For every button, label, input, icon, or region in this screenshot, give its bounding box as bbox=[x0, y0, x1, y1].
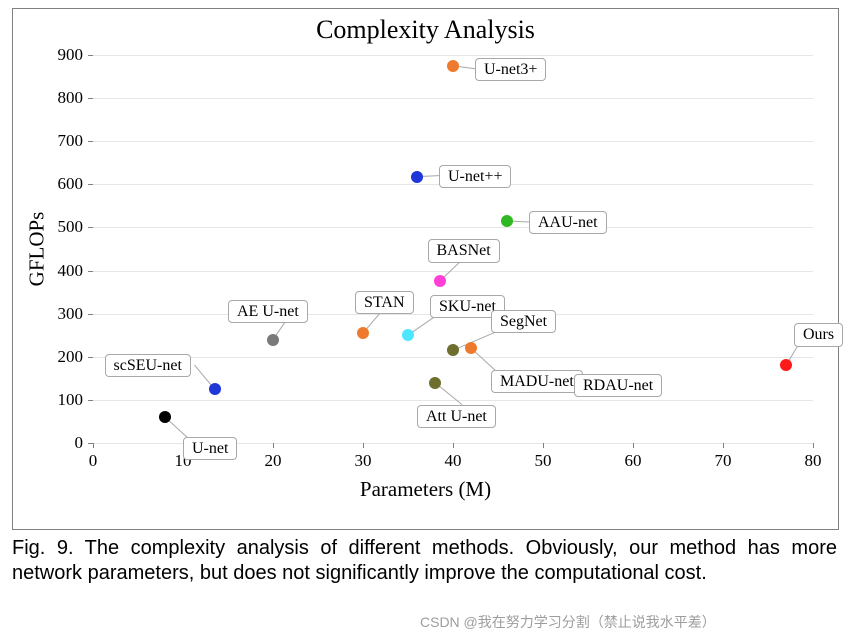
y-tick-label: 300 bbox=[58, 304, 84, 324]
data-label: AAU-net bbox=[529, 211, 607, 234]
plot-area: U-netscSEU-netAE U-netU-net++U-net3+STAN… bbox=[93, 55, 813, 443]
data-point bbox=[429, 377, 441, 389]
x-tick-label: 70 bbox=[715, 451, 732, 471]
y-tick-label: 600 bbox=[58, 174, 84, 194]
x-tick-mark bbox=[273, 443, 274, 448]
y-tick-label: 500 bbox=[58, 217, 84, 237]
grid-line bbox=[93, 271, 813, 272]
data-label: Att U-net bbox=[417, 405, 496, 428]
figure-caption: Fig. 9. The complexity analysis of diffe… bbox=[12, 536, 837, 586]
data-label: SegNet bbox=[491, 310, 556, 333]
data-point bbox=[447, 60, 459, 72]
y-tick-mark bbox=[88, 141, 93, 142]
data-point bbox=[434, 275, 446, 287]
x-tick-label: 60 bbox=[625, 451, 642, 471]
y-tick-mark bbox=[88, 357, 93, 358]
data-point bbox=[267, 334, 279, 346]
grid-line bbox=[93, 98, 813, 99]
y-tick-mark bbox=[88, 184, 93, 185]
x-tick-label: 30 bbox=[355, 451, 372, 471]
grid-line bbox=[93, 141, 813, 142]
data-label: MADU-net bbox=[491, 370, 583, 393]
figure: Complexity Analysis U-net scSEU-net AE U-n… bbox=[0, 0, 849, 586]
grid-line bbox=[93, 357, 813, 358]
data-point bbox=[357, 327, 369, 339]
y-tick-label: 200 bbox=[58, 347, 84, 367]
data-label: AE U-net bbox=[228, 300, 308, 323]
y-tick-label: 0 bbox=[75, 433, 84, 453]
csdn-watermark: CSDN @我在努力学习分割（禁止说我水平差） bbox=[420, 612, 716, 632]
y-tick-mark bbox=[88, 55, 93, 56]
y-tick-label: 700 bbox=[58, 131, 84, 151]
x-tick-label: 20 bbox=[265, 451, 282, 471]
data-label: Ours bbox=[794, 323, 843, 346]
y-tick-label: 900 bbox=[58, 45, 84, 65]
data-point bbox=[411, 171, 423, 183]
complexity-chart: Complexity Analysis U-net scSEU-net AE U-n… bbox=[12, 8, 839, 530]
data-label: U-net bbox=[183, 437, 237, 460]
x-tick-mark bbox=[633, 443, 634, 448]
grid-line bbox=[93, 55, 813, 56]
grid-line bbox=[93, 400, 813, 401]
data-point bbox=[501, 215, 513, 227]
x-tick-mark bbox=[363, 443, 364, 448]
data-point bbox=[780, 359, 792, 371]
y-tick-mark bbox=[88, 400, 93, 401]
y-tick-label: 800 bbox=[58, 88, 84, 108]
grid-line bbox=[93, 227, 813, 228]
y-tick-mark bbox=[88, 98, 93, 99]
data-label: U-net3+ bbox=[475, 58, 546, 81]
data-label: scSEU-net bbox=[105, 354, 191, 377]
x-tick-label: 0 bbox=[89, 451, 98, 471]
x-tick-mark bbox=[723, 443, 724, 448]
y-axis-label: GFLOPs bbox=[25, 212, 50, 287]
y-tick-mark bbox=[88, 314, 93, 315]
x-axis-label: Parameters (M) bbox=[360, 477, 491, 502]
x-tick-mark bbox=[93, 443, 94, 448]
x-tick-label: 40 bbox=[445, 451, 462, 471]
data-point bbox=[159, 411, 171, 423]
x-tick-mark bbox=[813, 443, 814, 448]
data-point bbox=[209, 383, 221, 395]
y-tick-mark bbox=[88, 271, 93, 272]
data-label: BASNet bbox=[428, 239, 500, 262]
data-point bbox=[402, 329, 414, 341]
chart-title: Complexity Analysis bbox=[13, 15, 838, 45]
x-tick-mark bbox=[543, 443, 544, 448]
data-label: RDAU-net bbox=[574, 374, 662, 397]
y-tick-label: 100 bbox=[58, 390, 84, 410]
x-tick-mark bbox=[453, 443, 454, 448]
data-point bbox=[465, 342, 477, 354]
y-tick-mark bbox=[88, 227, 93, 228]
y-tick-label: 400 bbox=[58, 261, 84, 281]
data-point bbox=[447, 344, 459, 356]
x-tick-label: 50 bbox=[535, 451, 552, 471]
x-tick-label: 80 bbox=[805, 451, 822, 471]
data-label: U-net++ bbox=[439, 165, 511, 188]
data-label: STAN bbox=[355, 291, 414, 314]
